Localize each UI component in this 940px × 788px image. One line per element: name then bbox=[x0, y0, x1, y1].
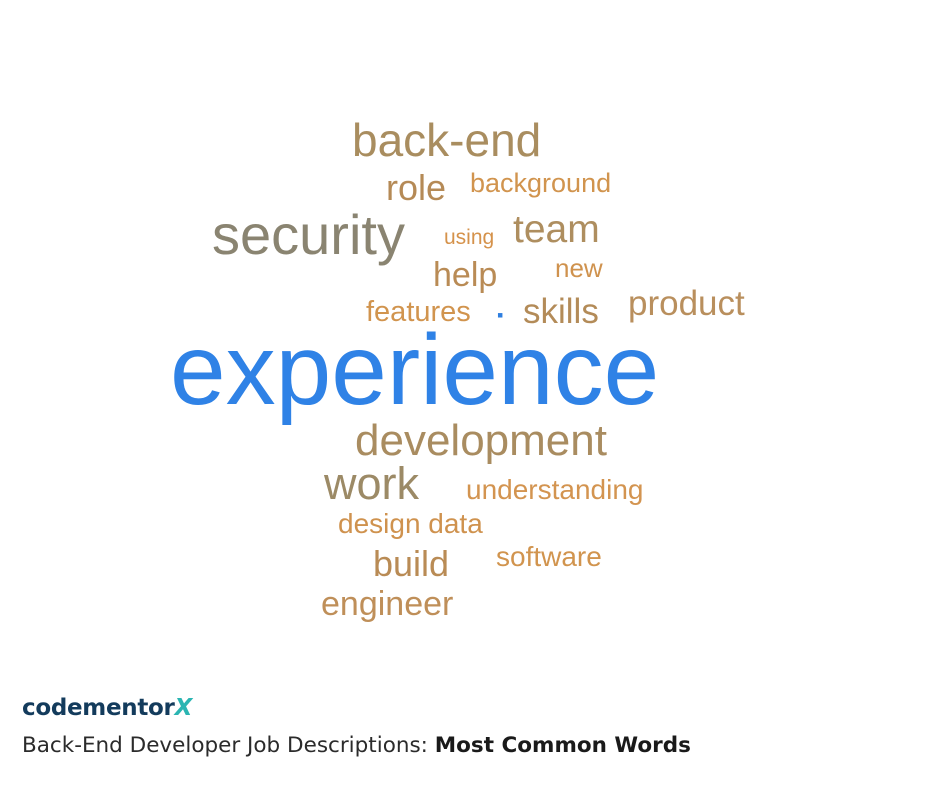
cloud-word: engineer bbox=[321, 585, 454, 623]
cloud-word: background bbox=[470, 168, 612, 198]
caption: Back-End Developer Job Descriptions: Mos… bbox=[22, 735, 691, 757]
cloud-word: team bbox=[513, 208, 600, 251]
cloud-word: using bbox=[444, 226, 495, 249]
cloud-word: software bbox=[496, 541, 602, 572]
logo-wordmark: codementor bbox=[22, 695, 175, 721]
cloud-word: skills bbox=[523, 292, 599, 331]
cloud-word: new bbox=[555, 253, 603, 283]
caption-emphasis: Most Common Words bbox=[434, 733, 691, 758]
caption-text: Back-End Developer Job Descriptions: bbox=[22, 733, 435, 758]
cloud-word: work bbox=[324, 458, 420, 509]
cloud-word: design data bbox=[338, 508, 483, 539]
cloud-word: role bbox=[386, 167, 447, 208]
cloud-word: help bbox=[433, 256, 498, 294]
cloud-word: build bbox=[373, 543, 450, 584]
codementorx-logo: codementorX bbox=[22, 697, 192, 720]
cloud-word: understanding bbox=[466, 474, 644, 505]
logo-x-mark: X bbox=[174, 695, 193, 721]
cloud-word: features bbox=[366, 296, 471, 328]
cloud-word: experience bbox=[170, 314, 660, 426]
cloud-word: product bbox=[628, 284, 745, 323]
cloud-word: development bbox=[355, 416, 607, 465]
cloud-word: security bbox=[212, 203, 405, 266]
word-cloud: back-end role background security using team h… bbox=[170, 114, 745, 623]
cloud-word: back-end bbox=[352, 114, 542, 166]
cloud-word: ▪ bbox=[497, 305, 504, 325]
